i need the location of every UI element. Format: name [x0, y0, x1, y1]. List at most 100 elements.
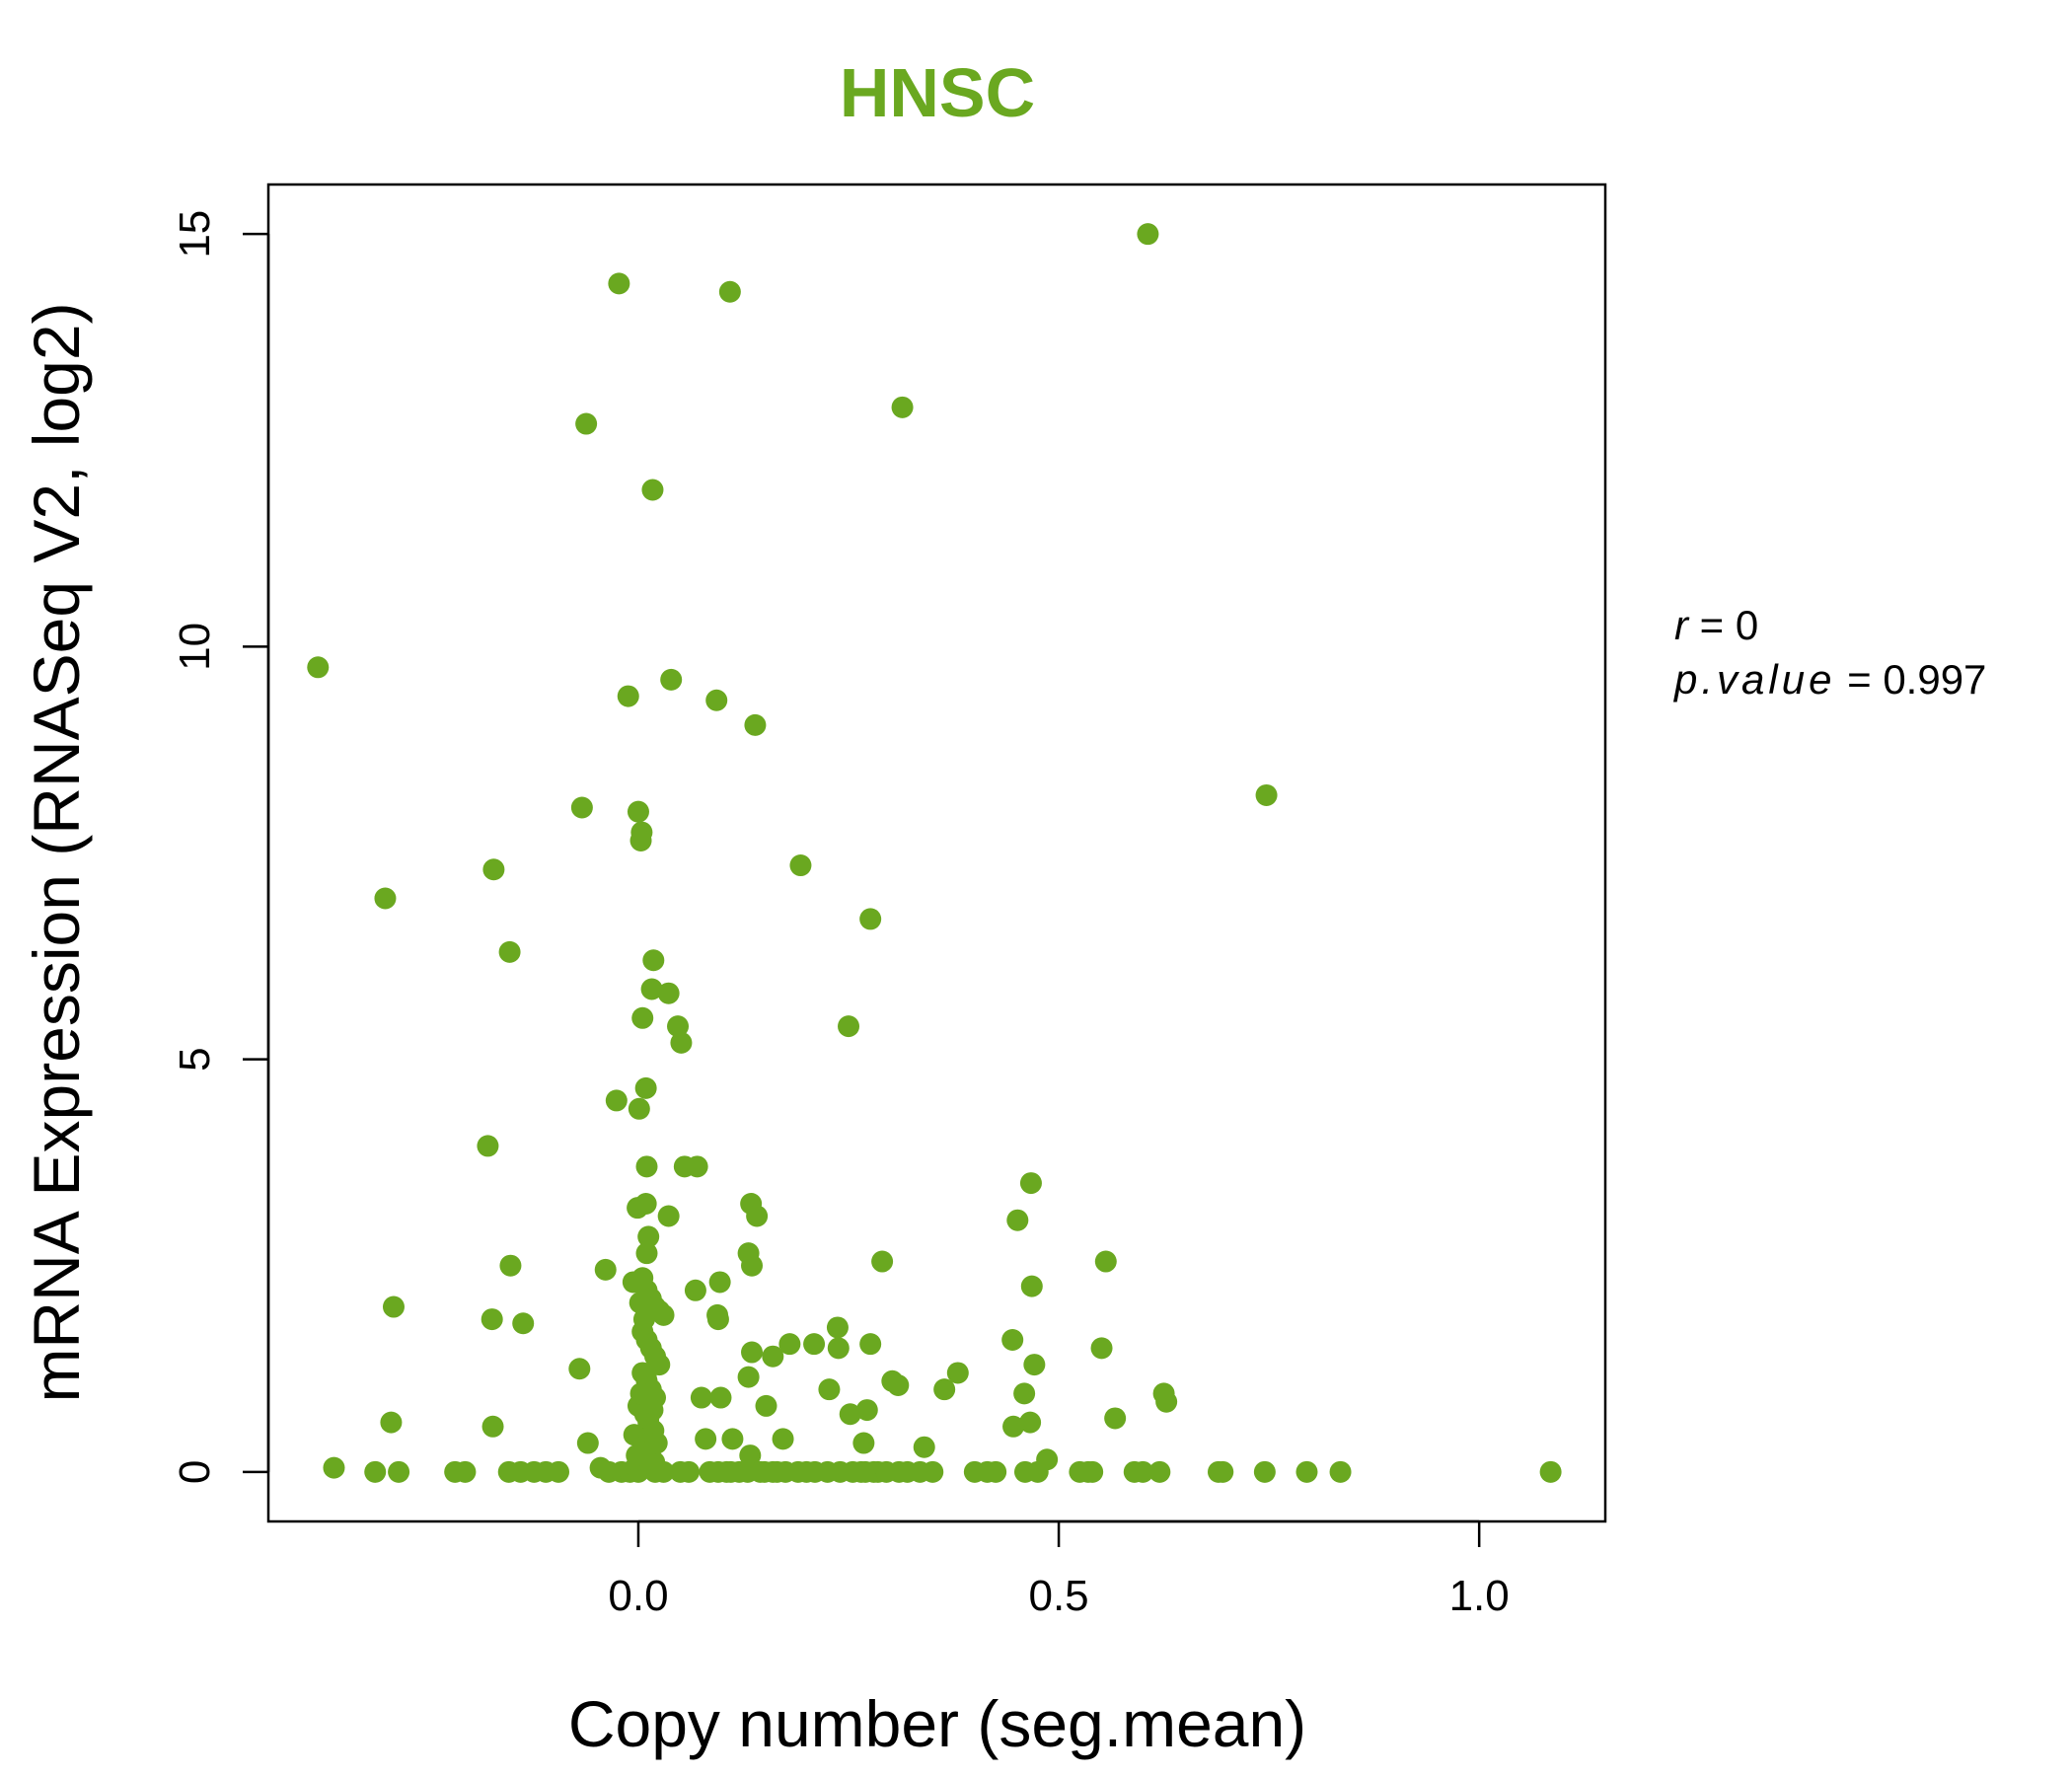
data-point	[670, 1031, 693, 1054]
data-point	[323, 1456, 345, 1479]
data-point	[933, 1378, 956, 1401]
data-point	[718, 280, 741, 303]
data-point	[1255, 783, 1278, 806]
data-point	[818, 1378, 841, 1401]
data-point	[1019, 1411, 1042, 1434]
data-point	[705, 689, 728, 711]
data-point	[628, 1097, 650, 1120]
data-point	[629, 1382, 652, 1405]
data-point	[1329, 1460, 1352, 1483]
data-point	[454, 1460, 477, 1483]
data-point	[695, 1428, 717, 1450]
data-point	[739, 1444, 762, 1467]
data-point	[482, 858, 505, 881]
data-point	[744, 713, 767, 736]
data-point	[1081, 1460, 1104, 1483]
data-point	[632, 1308, 655, 1331]
data-point	[1104, 1407, 1127, 1430]
data-point	[1023, 1354, 1046, 1376]
data-point	[498, 940, 521, 963]
data-point	[380, 1411, 403, 1434]
data-point	[575, 412, 598, 435]
data-point	[364, 1460, 387, 1483]
y-axis-label: mRNA Expression (RNASeq V2, log2)	[20, 302, 93, 1402]
data-point	[608, 272, 630, 295]
data-point	[374, 887, 397, 910]
data-point	[568, 1358, 591, 1380]
data-point	[548, 1460, 570, 1483]
data-point	[909, 1460, 931, 1483]
data-point	[678, 1460, 701, 1483]
data-point	[1013, 1382, 1036, 1405]
data-point	[762, 1345, 784, 1368]
data-point	[755, 1394, 777, 1417]
data-point	[816, 1460, 839, 1483]
x-tick-label: 0.5	[1028, 1572, 1088, 1620]
data-point	[570, 796, 593, 819]
data-point	[778, 1333, 801, 1356]
data-point	[827, 1337, 850, 1360]
data-point	[634, 1076, 657, 1099]
stat-r-eq: =	[1700, 602, 1736, 648]
data-point	[512, 1312, 535, 1335]
data-point	[652, 1303, 675, 1326]
data-point	[1137, 223, 1159, 246]
data-point	[789, 854, 812, 877]
data-point	[839, 1403, 861, 1426]
stat-p: p.value = 0.997	[1672, 656, 1986, 703]
data-point	[307, 656, 330, 679]
data-point	[576, 1432, 599, 1454]
data-point	[657, 1205, 680, 1227]
data-point	[667, 1015, 690, 1038]
data-point	[641, 479, 664, 501]
data-point	[871, 1250, 894, 1273]
data-point	[803, 1333, 826, 1356]
y-tick-label: 0	[171, 1460, 219, 1484]
data-point	[741, 1254, 764, 1277]
data-point	[708, 1271, 731, 1294]
data-point	[1002, 1415, 1025, 1438]
data-point	[1094, 1250, 1117, 1273]
data-point	[640, 978, 663, 1000]
data-point	[657, 982, 680, 1004]
data-point	[1001, 1328, 1024, 1351]
data-point	[594, 1258, 617, 1281]
data-point	[637, 1407, 660, 1430]
y-tick-label: 10	[171, 623, 219, 671]
data-point	[481, 1308, 503, 1331]
data-point	[891, 396, 914, 418]
data-point	[946, 1362, 969, 1384]
stat-p-label: p.value	[1672, 656, 1835, 703]
data-point	[634, 1366, 657, 1388]
y-tick-label: 15	[171, 210, 219, 259]
data-point	[985, 1460, 1007, 1483]
plot-frame	[266, 183, 1607, 1523]
data-point	[635, 1155, 658, 1178]
data-point	[746, 1205, 769, 1227]
data-point	[859, 1333, 882, 1356]
data-point	[706, 1308, 729, 1331]
data-point	[1212, 1460, 1234, 1483]
data-point	[1295, 1460, 1318, 1483]
data-point	[627, 800, 649, 823]
data-point	[772, 1428, 794, 1450]
data-point	[629, 829, 652, 851]
data-point	[477, 1135, 499, 1157]
data-point	[1026, 1460, 1049, 1483]
data-point	[388, 1460, 410, 1483]
data-point	[481, 1415, 504, 1438]
data-point	[629, 1292, 651, 1314]
data-points	[307, 223, 1562, 1483]
data-point	[852, 1432, 875, 1454]
data-point	[617, 685, 639, 707]
data-point	[635, 1242, 658, 1265]
stat-r: r = 0	[1674, 602, 1758, 648]
stat-r-value: 0	[1736, 602, 1758, 648]
data-point	[826, 1316, 849, 1339]
chart-title: HNSC	[840, 54, 1035, 131]
data-point	[1006, 1209, 1029, 1231]
data-point	[887, 1373, 910, 1396]
data-point	[605, 1089, 628, 1112]
data-point	[1020, 1275, 1043, 1297]
